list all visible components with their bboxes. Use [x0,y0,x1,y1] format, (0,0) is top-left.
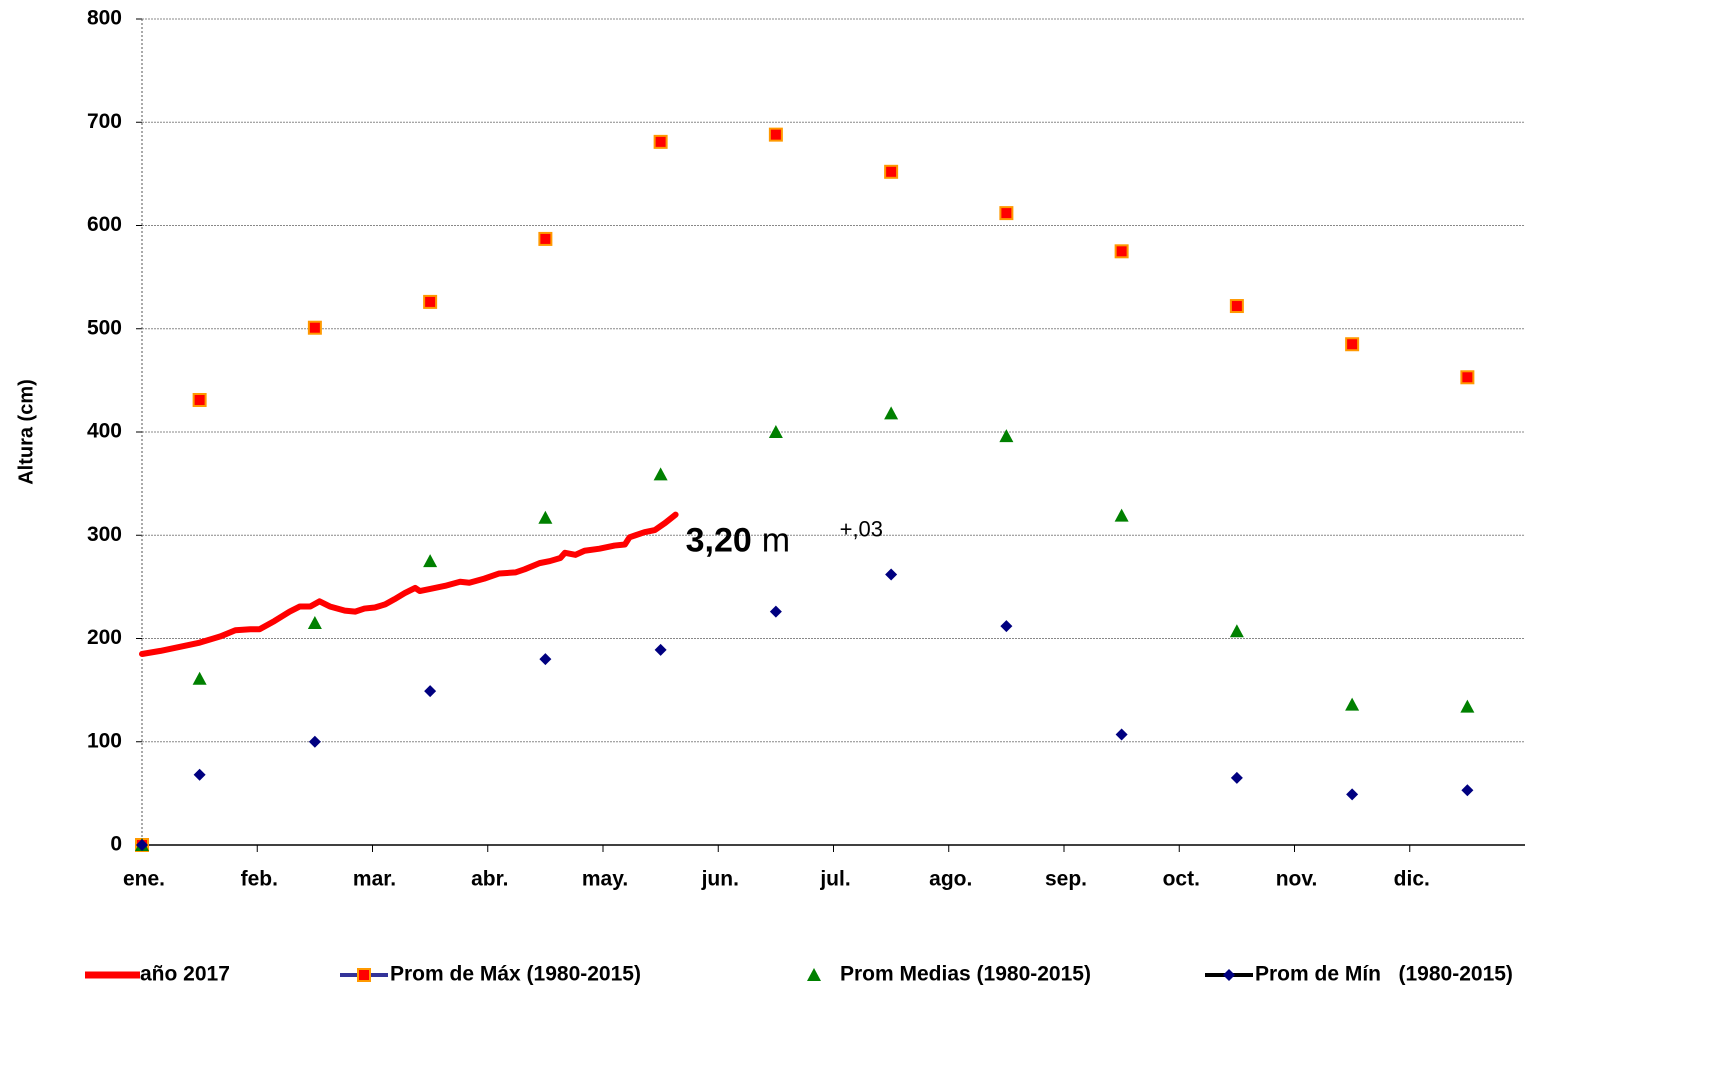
marker-triangle [423,554,438,568]
y-tick-label: 500 [87,316,122,339]
marker-square [357,968,371,982]
x-tick-label: jul. [819,868,850,891]
marker-square [653,134,668,149]
marker-square [999,206,1014,221]
marker-diamond [1461,784,1474,797]
y-tick-label: 700 [87,110,122,133]
x-tick-label: nov. [1276,868,1318,891]
x-tick-label: ene. [123,868,165,891]
marker-triangle [999,429,1014,443]
legend-label: Prom Medias (1980-2015) [840,963,1091,986]
marker-diamond [193,768,206,781]
line-series [139,511,679,657]
marker-triangle [538,510,553,524]
marker-diamond [769,605,782,618]
marker-triangle [1229,624,1244,638]
marker-square [884,164,899,179]
marker-triangle [1460,699,1475,713]
y-tick-label: 400 [87,420,122,443]
marker-diamond [308,735,321,748]
x-tick-label: oct. [1163,868,1200,891]
marker-diamond [424,685,437,698]
x-tick-label: ago. [929,868,972,891]
x-tick-label: feb. [241,868,278,891]
marker-diamond [539,653,552,666]
x-tick-label: mar. [353,868,396,891]
marker-diamond [1000,620,1013,633]
marker-square [538,231,553,246]
marker-square [307,320,322,335]
marker-diamond [1346,788,1359,801]
annotation-unit: m [762,522,790,560]
marker-triangle [884,406,899,420]
legend-item: Prom de Mín (1980-2015) [1205,963,1513,986]
legend-label: Prom de Mín (1980-2015) [1255,963,1513,986]
y-tick-label: 100 [87,729,122,752]
marker-triangle [1114,508,1129,522]
x-tick-label: jun. [701,868,739,891]
marker-diamond [1230,771,1243,784]
y-tick-label: 200 [87,626,122,649]
marker-square [192,392,207,407]
marker-diamond [1223,969,1235,981]
marker-diamond [136,839,148,851]
y-axis-label: Altura (cm) [15,379,37,485]
x-tick-label: sep. [1045,868,1087,891]
legend-label: Prom de Máx (1980-2015) [390,963,641,986]
y-tick-label: 600 [87,213,122,236]
marker-triangle [768,425,783,438]
marker-square [1345,337,1360,352]
y-tick-label: 300 [87,523,122,546]
y-tick-label: 0 [110,833,122,856]
marker-square [1460,370,1475,385]
annotation: 3,20 m [686,522,791,560]
y-tick-label: 800 [87,7,122,30]
marker-square [1229,299,1244,314]
x-tick-label: dic. [1394,868,1430,891]
marker-square [1114,244,1129,259]
marker-triangle [1345,697,1360,711]
x-tick-label: may. [582,868,628,891]
marker-square [423,294,438,309]
marker-square [768,127,783,142]
marker-diamond [885,568,898,581]
legend-item: año 2017 [85,963,230,986]
marker-diamond [654,643,667,656]
marker-triangle [192,671,207,685]
marker-triangle [307,616,322,630]
marker-triangle [807,968,821,981]
legend-item: Prom Medias (1980-2015) [807,963,1091,986]
legend-label: año 2017 [140,963,230,986]
legend-item: Prom de Máx (1980-2015) [340,963,641,986]
x-tick-label: abr. [471,868,508,891]
annotation-change: +,03 [840,516,883,541]
annotation-value: 3,20 [686,522,752,560]
marker-triangle [653,467,668,481]
marker-diamond [1115,728,1128,741]
